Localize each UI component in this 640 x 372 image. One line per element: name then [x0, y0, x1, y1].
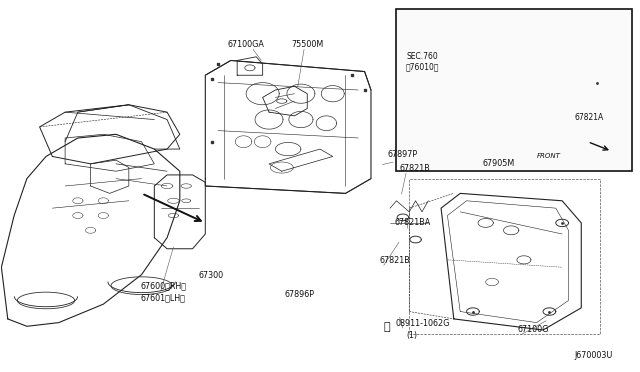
- Text: 67600（RH）: 67600（RH）: [140, 281, 186, 290]
- Text: 67896P: 67896P: [285, 290, 315, 299]
- Text: 67897P: 67897P: [388, 150, 418, 160]
- Text: FRONT: FRONT: [537, 153, 561, 158]
- Text: （76010）: （76010）: [406, 63, 440, 72]
- Text: 67821B: 67821B: [380, 256, 410, 265]
- Text: (1): (1): [406, 331, 417, 340]
- Text: 08911-1062G: 08911-1062G: [395, 319, 449, 328]
- Text: 67100G: 67100G: [518, 326, 549, 334]
- Bar: [396, 9, 632, 171]
- Text: 67821BA: 67821BA: [394, 218, 431, 227]
- Text: J670003U: J670003U: [575, 350, 613, 359]
- Text: 75500M: 75500M: [291, 41, 324, 49]
- Text: 67905M: 67905M: [483, 158, 515, 167]
- Text: SEC.760: SEC.760: [406, 52, 438, 61]
- Text: 67601（LH）: 67601（LH）: [140, 293, 185, 302]
- Text: 67300: 67300: [199, 271, 224, 280]
- Text: 67821B: 67821B: [399, 164, 431, 173]
- Text: Ⓝ: Ⓝ: [383, 322, 390, 332]
- Text: 67821A: 67821A: [575, 113, 604, 122]
- Text: 67100GA: 67100GA: [228, 41, 264, 49]
